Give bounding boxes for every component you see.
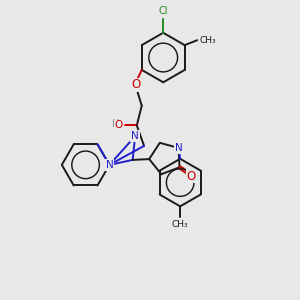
- Text: H: H: [112, 119, 120, 129]
- Text: CH₃: CH₃: [172, 220, 188, 229]
- Text: O: O: [187, 170, 196, 183]
- Text: N: N: [175, 143, 182, 153]
- Text: O: O: [131, 78, 140, 91]
- Text: Cl: Cl: [158, 6, 168, 16]
- Text: O: O: [114, 120, 122, 130]
- Text: N: N: [106, 160, 113, 170]
- Text: CH₃: CH₃: [200, 36, 216, 45]
- Text: N: N: [131, 131, 139, 141]
